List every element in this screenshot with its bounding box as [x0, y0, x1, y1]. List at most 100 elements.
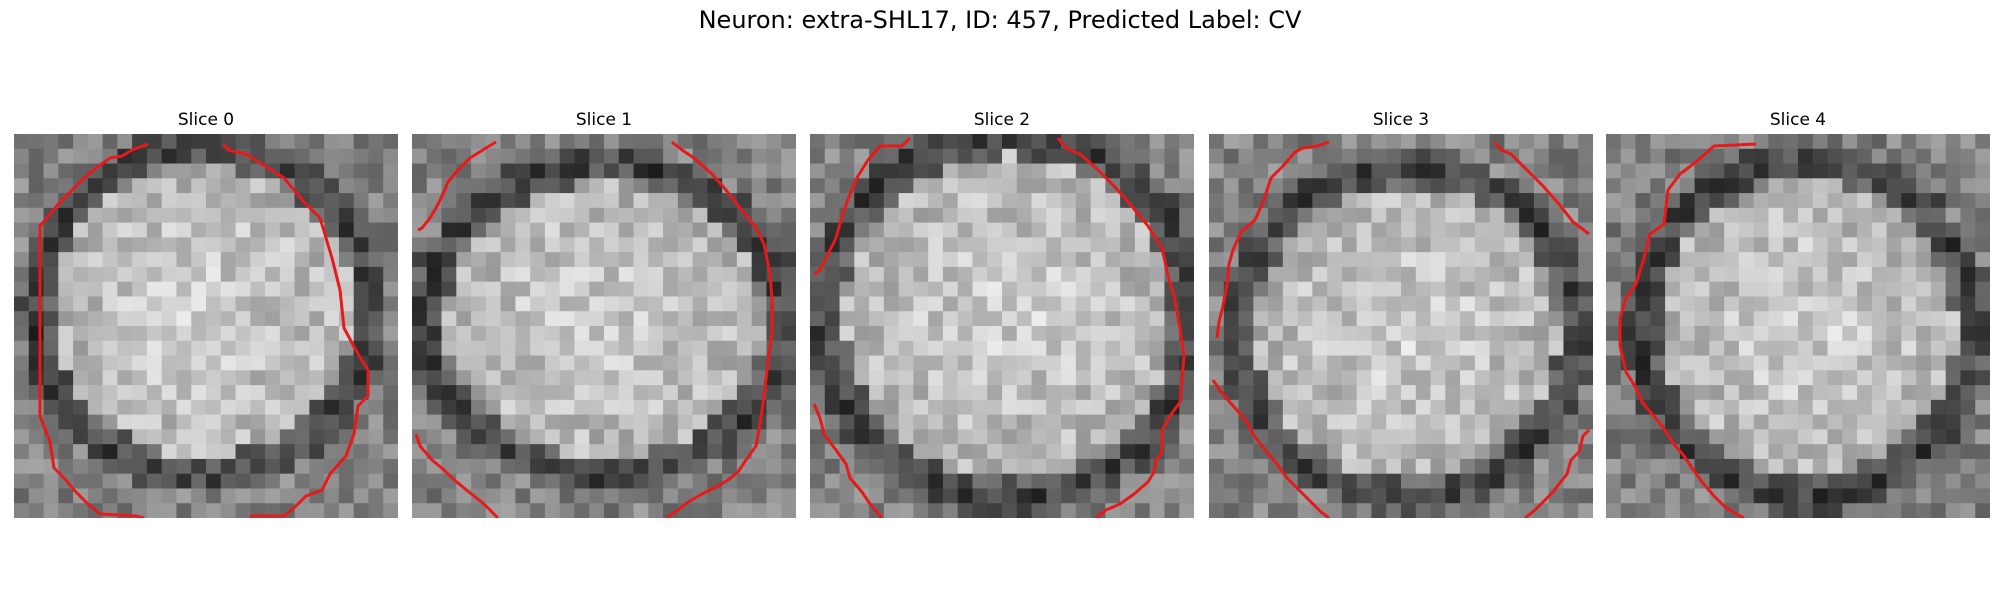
- pixel: [1753, 281, 1770, 298]
- pixel: [824, 266, 841, 283]
- pixel: [839, 340, 855, 357]
- pixel: [102, 281, 118, 298]
- pixel: [309, 266, 325, 283]
- pixel: [1179, 488, 1194, 504]
- pixel: [1563, 178, 1579, 194]
- pixel: [1857, 444, 1873, 460]
- pixel: [942, 340, 959, 357]
- pixel: [176, 311, 192, 327]
- pixel: [810, 222, 826, 238]
- pixel: [117, 340, 133, 357]
- pixel: [928, 311, 944, 327]
- pixel: [206, 134, 222, 150]
- pixel: [1341, 503, 1358, 518]
- pixel: [309, 148, 325, 165]
- pixel: [1105, 163, 1121, 179]
- pixel: [161, 148, 178, 165]
- pixel: [500, 134, 516, 150]
- pixel: [1371, 370, 1387, 386]
- pixel: [43, 148, 59, 165]
- pixel: [1149, 340, 1166, 357]
- pixel: [530, 178, 546, 194]
- pixel: [176, 503, 192, 518]
- segmentation-contour-bottom-left: [414, 433, 500, 518]
- pixel: [869, 473, 885, 490]
- pixel: [928, 399, 944, 416]
- pixel: [1120, 237, 1136, 253]
- pixel: [426, 281, 443, 298]
- pixel: [1253, 134, 1269, 150]
- pixel: [1327, 444, 1343, 460]
- pixel: [736, 326, 753, 342]
- slice-image-svg: [810, 134, 1194, 518]
- pixel: [14, 207, 30, 224]
- pixel: [1945, 296, 1962, 312]
- pixel: [530, 134, 546, 150]
- pixel: [1930, 178, 1947, 194]
- pixel: [1768, 207, 1784, 224]
- pixel: [471, 178, 487, 194]
- pixel: [1960, 414, 1976, 430]
- pixel: [161, 458, 178, 475]
- pixel: [1738, 311, 1755, 327]
- pixel: [736, 503, 753, 518]
- pixel: [220, 193, 237, 209]
- pixel: [589, 281, 605, 298]
- pixel: [1694, 222, 1710, 238]
- pixel: [1548, 252, 1565, 268]
- pixel: [1812, 340, 1829, 357]
- pixel: [1327, 207, 1343, 224]
- pixel: [633, 444, 649, 460]
- pixel: [471, 207, 487, 224]
- pixel: [1650, 444, 1666, 460]
- pixel: [279, 266, 296, 283]
- pixel: [117, 414, 133, 430]
- pixel: [1650, 385, 1666, 401]
- pixel: [1738, 355, 1755, 371]
- pixel: [1341, 222, 1358, 238]
- pixel: [1533, 399, 1550, 416]
- pixel: [883, 222, 900, 238]
- pixel: [663, 385, 679, 401]
- pixel: [191, 193, 207, 209]
- pixel: [265, 296, 281, 312]
- pixel: [1179, 134, 1194, 150]
- pixel: [176, 458, 192, 475]
- pixel: [854, 340, 870, 357]
- pixel: [913, 473, 929, 490]
- pixel: [1209, 503, 1225, 518]
- pixel: [1164, 444, 1180, 460]
- pixel: [294, 311, 310, 327]
- pixel: [1474, 163, 1491, 179]
- pixel: [1046, 429, 1062, 445]
- pixel: [1679, 222, 1696, 238]
- pixel: [87, 266, 104, 283]
- pixel: [500, 458, 516, 475]
- pixel: [1105, 429, 1121, 445]
- pixel: [441, 444, 457, 460]
- pixel: [383, 488, 398, 504]
- pixel: [191, 222, 207, 238]
- pixel: [957, 429, 974, 445]
- pixel: [1297, 503, 1313, 518]
- pixel: [309, 222, 325, 238]
- pixel: [751, 503, 768, 518]
- pixel: [1445, 444, 1461, 460]
- pixel: [810, 207, 826, 224]
- pixel: [1031, 355, 1047, 371]
- pixel: [1783, 134, 1799, 150]
- pixel: [1548, 458, 1565, 475]
- pixel: [1812, 370, 1829, 386]
- pixel: [957, 370, 974, 386]
- pixel: [1149, 311, 1166, 327]
- pixel: [309, 237, 325, 253]
- pixel: [559, 207, 576, 224]
- pixel: [87, 385, 104, 401]
- pixel: [1578, 340, 1593, 357]
- pixel: [1105, 355, 1121, 371]
- pixel: [1075, 444, 1092, 460]
- pixel: [942, 311, 959, 327]
- pixel: [1606, 473, 1622, 490]
- pixel: [206, 340, 222, 357]
- pixel: [1489, 311, 1505, 327]
